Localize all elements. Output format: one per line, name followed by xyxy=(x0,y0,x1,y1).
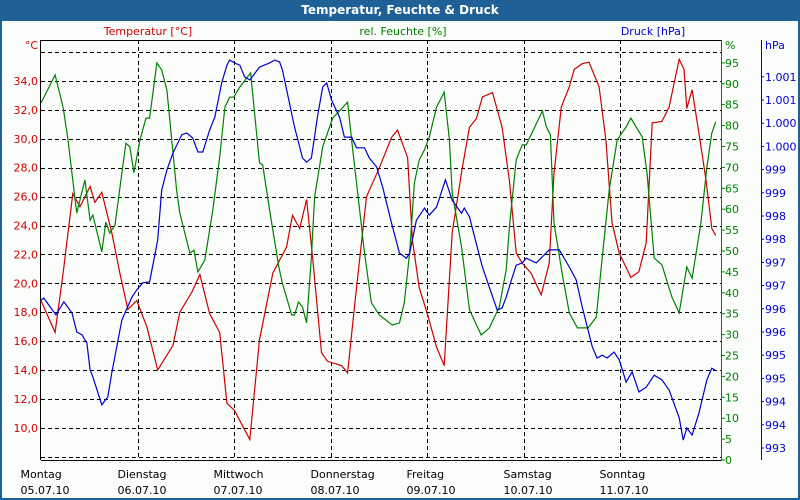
temperature-tick-label: 26,0 xyxy=(14,191,39,204)
humidity-tick-label: 70 xyxy=(725,161,739,174)
pressure-tick-label: 1.000 xyxy=(765,117,797,130)
pressure-axis-title: Druck [hPa] xyxy=(621,25,685,38)
humidity-tick-label: 80 xyxy=(725,120,739,133)
humidity-tick-label: 60 xyxy=(725,203,739,216)
pressure-unit: hPa xyxy=(765,39,785,52)
pressure-tick-label: 999 xyxy=(765,164,786,177)
temperature-tick-label: 10,0 xyxy=(14,422,39,435)
window-title: Temperatur, Feuchte & Druck xyxy=(0,0,800,20)
pressure-tick-label: 994 xyxy=(765,396,786,409)
humidity-axis-title: rel. Feuchte [%] xyxy=(359,25,446,38)
x-tick-date-label: 06.07.10 xyxy=(118,484,167,497)
temperature-tick-label: 20,0 xyxy=(14,277,39,290)
x-tick-day-label: Montag xyxy=(21,468,62,481)
humidity-tick-label: 20 xyxy=(725,370,739,383)
humidity-tick-label: 0 xyxy=(725,454,732,467)
pressure-tick-label: 994 xyxy=(765,419,786,432)
x-tick-date-label: 10.07.10 xyxy=(504,484,553,497)
humidity-tick-label: 75 xyxy=(725,141,739,154)
pressure-tick-label: 993 xyxy=(765,442,786,455)
x-tick-date-label: 11.07.10 xyxy=(600,484,649,497)
temperature-tick-label: 24,0 xyxy=(14,220,39,233)
humidity-tick-label: 55 xyxy=(725,224,739,237)
pressure-tick-label: 1.000 xyxy=(765,140,797,153)
pressure-tick-label: 996 xyxy=(765,326,786,339)
humidity-tick-label: 25 xyxy=(725,350,739,363)
temperature-axis-title: Temperatur [°C] xyxy=(103,25,192,38)
humidity-tick-label: 85 xyxy=(725,99,739,112)
temperature-series-line xyxy=(40,57,717,442)
pressure-tick-label: 998 xyxy=(765,210,786,223)
temperature-unit: °C xyxy=(25,39,39,52)
x-tick-date-label: 09.07.10 xyxy=(407,484,456,497)
humidity-tick-label: 15 xyxy=(725,391,739,404)
x-tick-day-label: Samstag xyxy=(504,468,552,481)
pressure-tick-label: 1.001 xyxy=(765,94,797,107)
temperature-tick-label: 28,0 xyxy=(14,162,39,175)
axes: Montag05.07.10Dienstag06.07.10Mittwoch07… xyxy=(14,40,797,497)
pressure-tick-label: 995 xyxy=(765,372,786,385)
pressure-tick-label: 996 xyxy=(765,303,786,316)
temperature-tick-label: 12,0 xyxy=(14,393,39,406)
x-tick-day-label: Dienstag xyxy=(118,468,167,481)
humidity-tick-label: 30 xyxy=(725,329,739,342)
x-tick-date-label: 08.07.10 xyxy=(311,484,360,497)
pressure-tick-label: 997 xyxy=(765,256,786,269)
pressure-tick-label: 998 xyxy=(765,233,786,246)
pressure-tick-label: 997 xyxy=(765,280,786,293)
pressure-series-line xyxy=(40,59,716,441)
humidity-tick-label: 90 xyxy=(725,78,739,91)
humidity-tick-label: 65 xyxy=(725,182,739,195)
humidity-tick-label: 40 xyxy=(725,287,739,300)
x-tick-day-label: Mittwoch xyxy=(214,468,264,481)
temperature-tick-label: 34,0 xyxy=(14,75,39,88)
temperature-tick-label: 16,0 xyxy=(14,335,39,348)
humidity-tick-label: 45 xyxy=(725,266,739,279)
humidity-series-line xyxy=(40,61,717,336)
pressure-tick-label: 1.001 xyxy=(765,71,797,84)
temperature-tick-label: 14,0 xyxy=(14,364,39,377)
temperature-tick-label: 22,0 xyxy=(14,248,39,261)
x-tick-day-label: Sonntag xyxy=(600,468,646,481)
x-tick-day-label: Freitag xyxy=(407,468,445,481)
temperature-tick-label: 32,0 xyxy=(14,104,39,117)
chart-panel xyxy=(2,21,798,498)
humidity-tick-label: 5 xyxy=(725,433,732,446)
series-lines xyxy=(40,57,717,442)
humidity-tick-label: 50 xyxy=(725,245,739,258)
x-tick-day-label: Donnerstag xyxy=(311,468,375,481)
pressure-tick-label: 995 xyxy=(765,349,786,362)
temperature-tick-label: 18,0 xyxy=(14,306,39,319)
humidity-tick-label: 10 xyxy=(725,412,739,425)
humidity-unit: % xyxy=(725,39,735,52)
humidity-tick-label: 35 xyxy=(725,308,739,321)
x-tick-date-label: 05.07.10 xyxy=(21,484,70,497)
pressure-tick-label: 999 xyxy=(765,187,786,200)
x-tick-date-label: 07.07.10 xyxy=(214,484,263,497)
temperature-tick-label: 30,0 xyxy=(14,133,39,146)
humidity-tick-label: 95 xyxy=(725,57,739,70)
